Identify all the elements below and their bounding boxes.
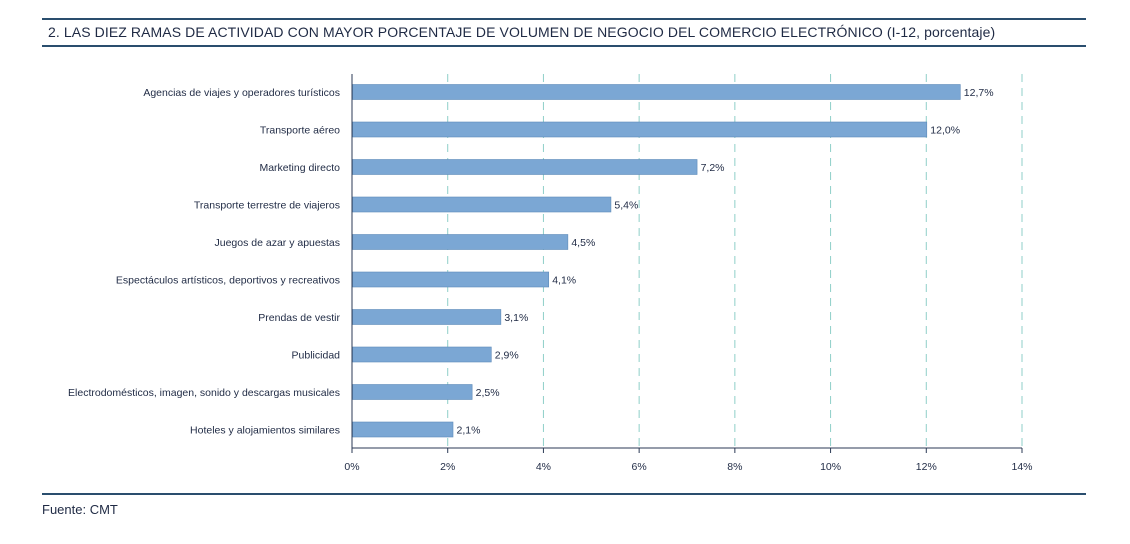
category-label: Electrodomésticos, imagen, sonido y desc… bbox=[68, 387, 340, 399]
value-label: 12,0% bbox=[930, 125, 960, 137]
value-labels: 12,7% 12,0% 7,2% 5,4% 4,5% 4,1% 3,1% 2,9% 2,5% 2,… bbox=[457, 87, 994, 437]
category-label: Hoteles y alojamientos similares bbox=[190, 425, 340, 437]
bar bbox=[352, 421, 454, 438]
x-tick-label: 10% bbox=[820, 461, 841, 473]
value-label: 3,1% bbox=[504, 312, 528, 324]
value-label: 2,1% bbox=[457, 425, 481, 437]
x-axis: 0% 2% 4% 6% 8% 10% 12% 14% bbox=[344, 74, 1033, 473]
value-label: 4,1% bbox=[552, 275, 576, 287]
value-label: 7,2% bbox=[701, 162, 725, 174]
category-label: Agencias de viajes y operadores turístic… bbox=[143, 87, 340, 99]
category-label: Transporte aéreo bbox=[260, 125, 340, 137]
bar bbox=[352, 346, 492, 363]
bar bbox=[352, 84, 961, 100]
category-label: Prendas de vestir bbox=[258, 312, 340, 324]
category-label: Publicidad bbox=[292, 350, 341, 362]
x-tick-label: 0% bbox=[344, 461, 359, 473]
value-label: 5,4% bbox=[614, 200, 638, 212]
x-tick-label: 4% bbox=[536, 461, 551, 473]
x-tick-label: 12% bbox=[916, 461, 937, 473]
footer-rule bbox=[42, 493, 1086, 495]
bar bbox=[352, 159, 698, 175]
bar bbox=[352, 196, 612, 213]
value-label: 2,5% bbox=[476, 387, 500, 399]
category-label: Marketing directo bbox=[259, 162, 340, 174]
bar bbox=[352, 309, 502, 325]
source-note: Fuente: CMT bbox=[42, 502, 118, 517]
bar bbox=[352, 121, 928, 138]
chart-title: 2. LAS DIEZ RAMAS DE ACTIVIDAD CON MAYOR… bbox=[48, 24, 996, 40]
value-label: 12,7% bbox=[964, 87, 994, 99]
category-labels: Agencias de viajes y operadores turístic… bbox=[68, 87, 340, 437]
bar bbox=[352, 384, 473, 400]
bar bbox=[352, 271, 550, 288]
category-label: Transporte terrestre de viajeros bbox=[194, 200, 340, 212]
x-tick-label: 2% bbox=[440, 461, 455, 473]
x-tick-label: 14% bbox=[1011, 461, 1032, 473]
x-tick-label: 8% bbox=[727, 461, 742, 473]
bars bbox=[352, 84, 961, 438]
value-label: 4,5% bbox=[571, 237, 595, 249]
value-label: 2,9% bbox=[495, 350, 519, 362]
title-bar: 2. LAS DIEZ RAMAS DE ACTIVIDAD CON MAYOR… bbox=[42, 18, 1086, 47]
category-label: Espectáculos artísticos, deportivos y re… bbox=[116, 275, 340, 287]
x-tick-label: 6% bbox=[632, 461, 647, 473]
category-label: Juegos de azar y apuestas bbox=[215, 237, 341, 249]
bar bbox=[352, 234, 569, 250]
